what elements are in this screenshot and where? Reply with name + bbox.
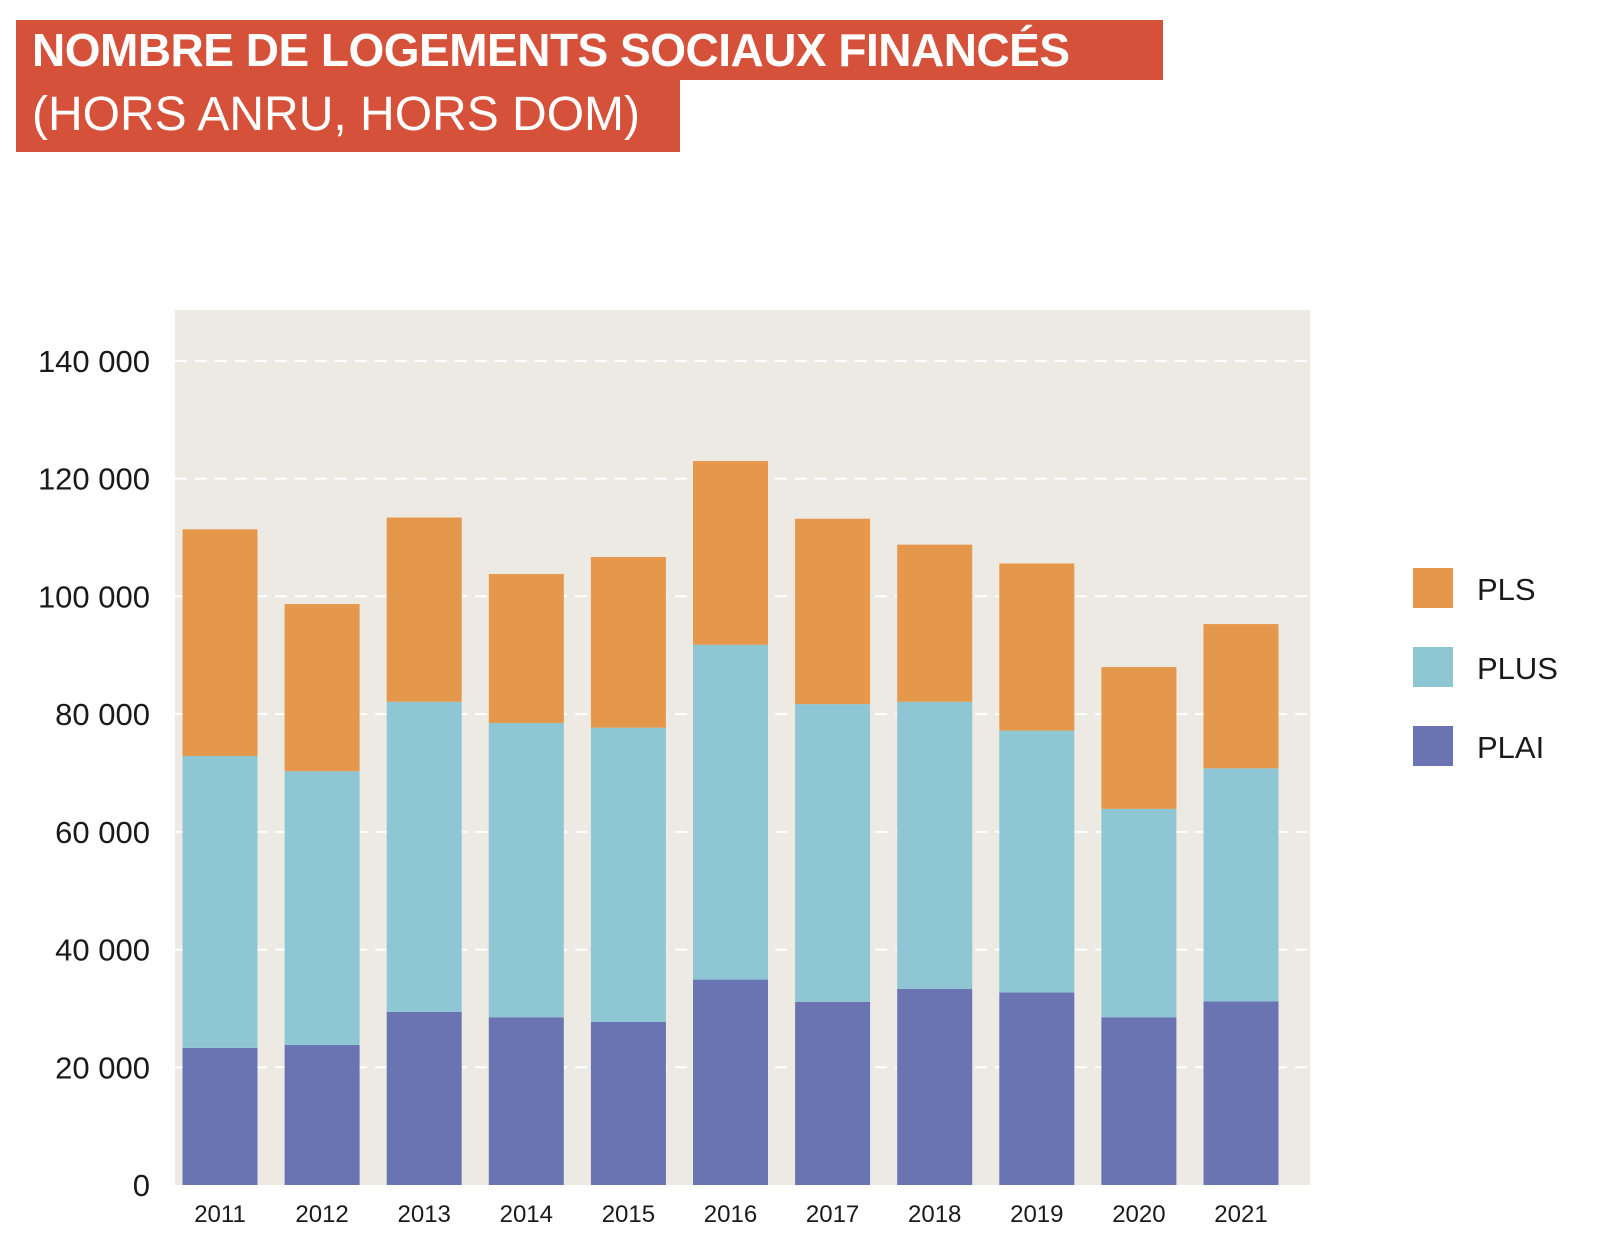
bar-segment-pls [386,517,462,702]
bar-segment-plus [488,722,564,1018]
bar-segment-plai [999,992,1075,1185]
bar-segment-pls [897,544,973,702]
bar-segment-pls [284,604,360,772]
bar-segment-plai [284,1044,360,1185]
x-tick-label: 2021 [1214,1201,1267,1228]
y-axis-ticks: 0 20 000 40 000 60 000 80 000 100 000 120 000 1… [38,344,150,1203]
bar-segment-pls [488,574,564,723]
legend-label-plai: PLAI [1477,730,1544,765]
x-tick-label: 2013 [398,1201,451,1228]
x-tick-label: 2016 [704,1201,757,1228]
x-tick-label: 2014 [500,1201,553,1228]
bar-segment-pls [999,563,1075,731]
bar-segment-plus [693,644,768,980]
legend-swatch-plai [1413,726,1453,766]
legend-swatch-pls [1413,568,1453,608]
bar-segment-pls [1203,624,1279,769]
bar-segment-plai [897,989,973,1185]
y-tick-label: 40 000 [55,933,150,968]
y-tick-label: 80 000 [55,697,150,732]
chart-subtitle: (HORS ANRU, HORS DOM) [16,80,680,152]
y-tick-label: 20 000 [55,1050,150,1085]
bar-segment-pls [795,518,871,705]
bar-segment-plai [182,1047,258,1185]
bar-segment-plus [1101,808,1177,1018]
legend-label-pls: PLS [1477,572,1536,607]
x-tick-label: 2017 [806,1201,859,1228]
bar-segment-plai [488,1017,564,1185]
bar-segment-plai [693,979,768,1185]
y-tick-label: 140 000 [38,344,150,379]
x-tick-label: 2011 [194,1201,246,1228]
x-tick-label: 2020 [1112,1201,1165,1228]
bar-segment-pls [1101,667,1177,809]
bar-segment-plus [1203,768,1279,1002]
bar-segment-pls [693,461,768,645]
bar-segment-plus [284,771,360,1045]
bar-segment-plus [897,701,973,990]
legend: PLS PLUS PLAI [1413,568,1558,766]
legend-swatch-plus [1413,647,1453,687]
x-tick-label: 2019 [1010,1201,1063,1228]
bar-segment-pls [182,529,258,756]
y-tick-label: 0 [133,1168,150,1203]
bar-segment-plai [386,1011,462,1185]
y-tick-label: 120 000 [38,462,150,497]
x-axis-ticks: 2011 2012 2013 2014 2015 2016 2017 2018 2019 2020… [194,1201,1268,1228]
bar-segment-plai [1101,1017,1177,1185]
x-tick-label: 2015 [602,1201,655,1228]
bar-segment-plai [590,1021,666,1185]
bar-segment-plus [590,727,666,1022]
bar-segment-pls [590,556,666,728]
bars [182,461,1279,1185]
y-tick-label: 60 000 [55,815,150,850]
x-tick-label: 2018 [908,1201,961,1228]
bar-segment-plus [999,730,1075,993]
bar-segment-plus [182,755,258,1048]
bar-segment-plus [795,704,871,1002]
bar-segment-plai [795,1001,871,1185]
bar-segment-plai [1203,1001,1279,1185]
legend-label-plus: PLUS [1477,651,1558,686]
chart-title: NOMBRE DE LOGEMENTS SOCIAUX FINANCÉS [16,20,1163,80]
y-tick-label: 100 000 [38,579,150,614]
x-tick-label: 2012 [295,1201,348,1228]
bar-segment-plus [386,701,462,1012]
